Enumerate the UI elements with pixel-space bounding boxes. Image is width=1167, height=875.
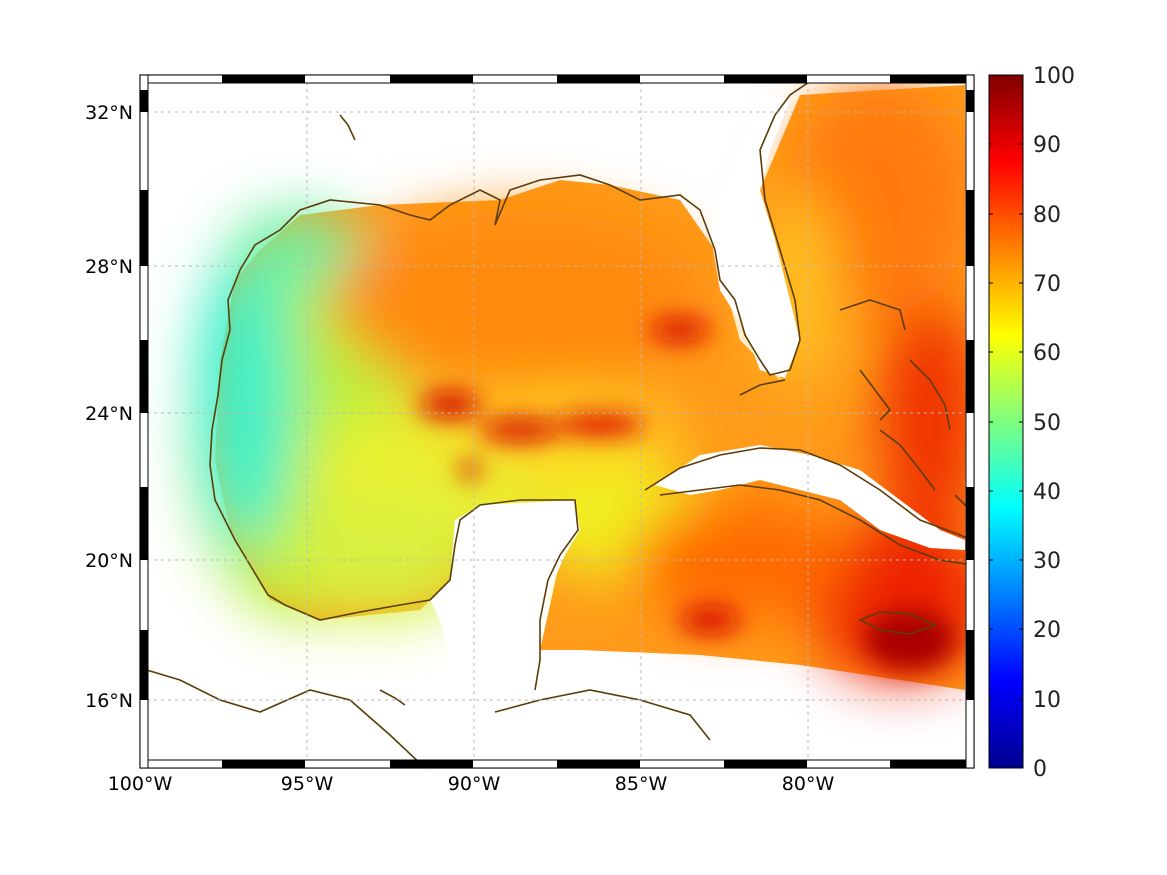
colorbar-tick-label: 40	[1033, 480, 1061, 505]
field-bahamas-red	[880, 300, 974, 540]
field-caribbean-orange	[630, 500, 850, 620]
land-cuba	[655, 445, 965, 550]
y-tick-label: 16°N	[85, 690, 133, 712]
field-red-patch-east	[650, 318, 710, 342]
field-band-red-2	[480, 418, 560, 442]
y-tick-label: 24°N	[85, 403, 133, 425]
coast-keys	[739, 379, 786, 396]
y-tick-label: 20°N	[85, 550, 133, 572]
x-tick-label: 80°W	[782, 773, 835, 795]
coast-bahamas-2	[859, 369, 892, 421]
coast-bahamas-4	[879, 429, 936, 491]
colorbar-tick-label: 20	[1033, 618, 1061, 643]
coast-honduras	[494, 689, 711, 741]
coast-jamaica	[858, 611, 938, 635]
y-tick-labels: 32°N 28°N 24°N 20°N 16°N	[85, 102, 133, 712]
colorbar-ticks	[989, 74, 1023, 700]
x-tick-label: 95°W	[281, 773, 334, 795]
colorbar-tick-label: 90	[1033, 133, 1061, 158]
colorbar-tick-label: 0	[1033, 757, 1047, 782]
map-frame	[139, 74, 975, 769]
colorbar-tick-label: 60	[1033, 341, 1061, 366]
field-west-cyan	[195, 250, 295, 550]
coast-bahamas-3	[909, 359, 951, 431]
y-tick-label: 28°N	[85, 256, 133, 278]
x-tick-label: 90°W	[448, 773, 501, 795]
coast-islands-sw	[379, 689, 406, 706]
field-cayman-red	[680, 606, 740, 634]
field-north-orange	[330, 210, 710, 390]
field-band-red-3	[555, 413, 645, 437]
colorbar-gradient	[988, 74, 1024, 769]
coast-lake	[339, 114, 356, 141]
x-tick-label: 100°W	[108, 773, 173, 795]
x-tick-label: 85°W	[615, 773, 668, 795]
coast-cuba	[644, 447, 973, 541]
y-tick-label: 32°N	[85, 102, 133, 124]
field-band-red-1	[420, 391, 480, 419]
field-jamaica-dark	[865, 610, 955, 670]
colorbar-tick-label: 30	[1033, 549, 1061, 574]
coast-gulf-north	[209, 77, 816, 466]
colorbar-tick-label: 50	[1033, 411, 1061, 436]
gridlines	[140, 75, 974, 768]
land-florida	[710, 95, 800, 378]
colorbar-tick-label: 10	[1033, 688, 1061, 713]
coast-central-america	[139, 667, 426, 769]
land-yucatan	[430, 500, 580, 700]
coast-cuba-south	[659, 484, 973, 566]
field-nw-cyan	[230, 210, 370, 290]
colorbar-tick-label: 70	[1033, 272, 1061, 297]
colorbar-tick-label: 80	[1033, 203, 1061, 228]
coastlines	[139, 77, 973, 769]
x-tick-labels: 100°W 95°W 90°W 85°W 80°W	[108, 773, 835, 795]
colorbar: 100 90 80 70 60 50 40 30 20 10 0	[988, 64, 1075, 782]
coast-mexico	[209, 464, 579, 691]
coast-bahamas-1	[839, 299, 906, 331]
field-red-patch-south	[458, 462, 482, 478]
colorbar-tick-label: 100	[1033, 64, 1075, 89]
